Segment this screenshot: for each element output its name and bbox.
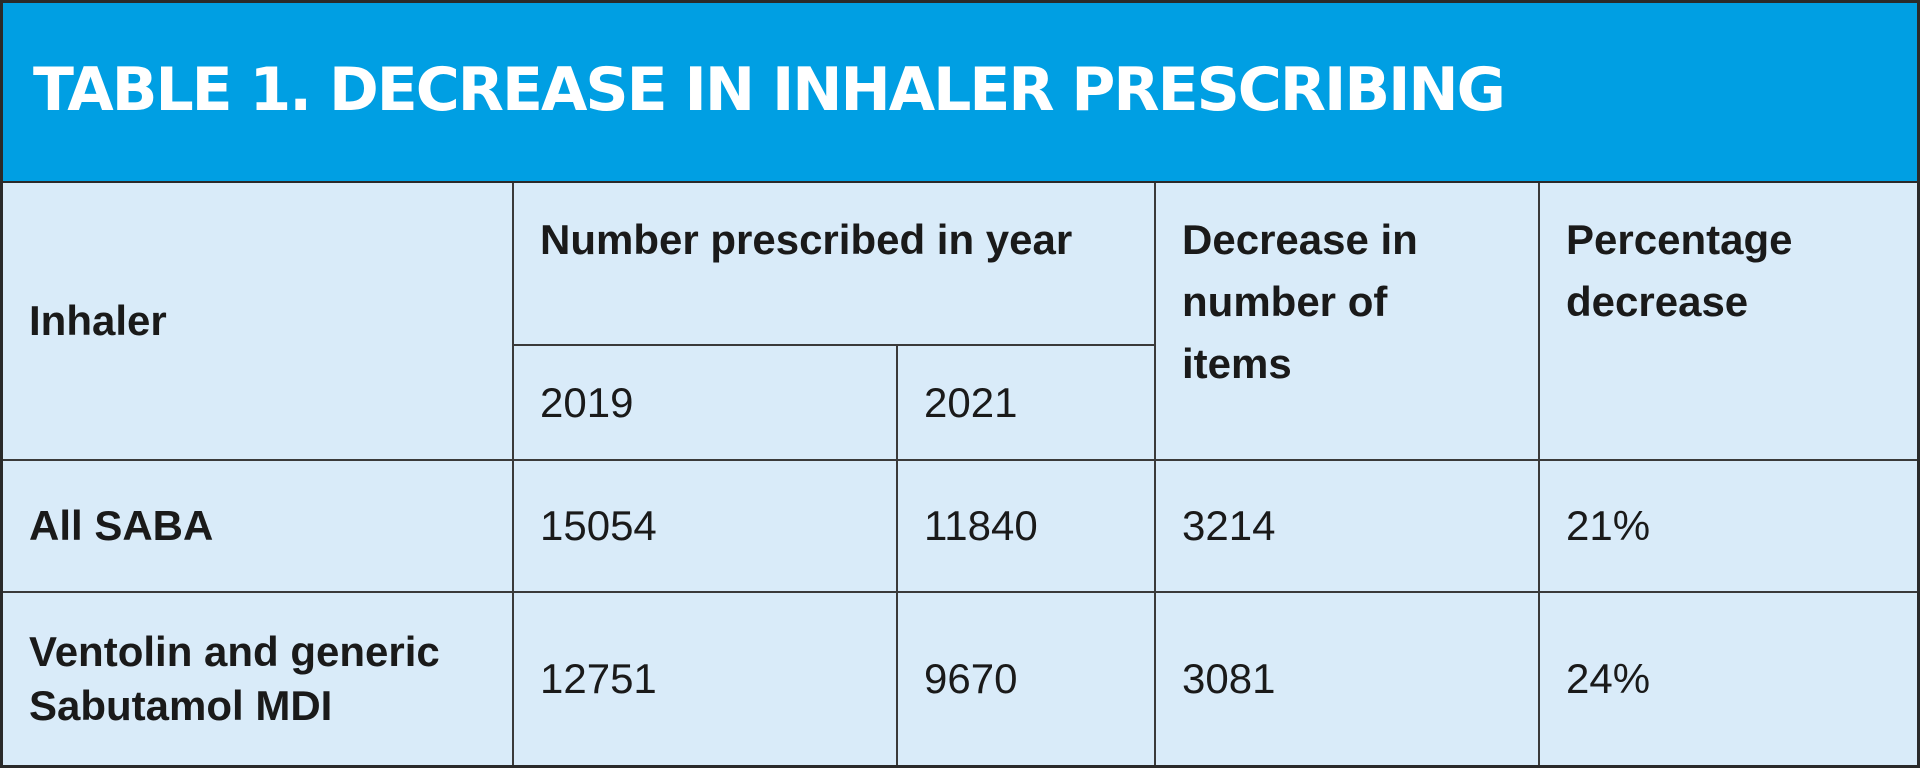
table-row: Ventolin and generic Sabutamol MDI 12751… [3,591,1917,765]
row-value-2019: 15054 [512,459,898,593]
header-decrease-line1: Decrease in [1182,216,1418,263]
row-value-2021: 9670 [895,591,1157,765]
header-row: Inhaler Number prescribed in year Decrea… [3,183,1917,461]
header-percentage-line1: Percentage [1566,216,1793,263]
header-years-row: 2019 2021 [3,344,1917,461]
table-row: All SABA 15054 11840 3214 21% [3,459,1917,593]
row-inhaler-line2: Sabutamol MDI [29,682,333,729]
header-decrease-line3: items [1182,340,1292,387]
row-inhaler: All SABA [3,459,514,593]
header-number-prescribed: Number prescribed in year [511,183,1157,346]
row-decrease: 3081 [1154,591,1541,765]
header-decrease-line2: number of [1182,278,1388,325]
header-percentage-line2: decrease [1566,278,1749,325]
header-year-2019: 2019 [513,344,898,461]
inhaler-table: Inhaler Number prescribed in year Decrea… [3,183,1917,765]
title-bar: TABLE 1. DECREASE IN INHALER PRESCRIBING [3,3,1917,183]
row-decrease: 3214 [1154,459,1541,593]
row-inhaler-line1: Ventolin and generic [29,628,440,675]
row-percentage: 24% [1538,591,1917,765]
header-year-2021: 2021 [895,344,1156,461]
row-value-2021: 11840 [895,459,1157,593]
header-percentage: Percentage decrease [1538,183,1917,461]
row-percentage: 21% [1538,459,1917,593]
row-inhaler: Ventolin and generic Sabutamol MDI [3,591,514,765]
header-inhaler: Inhaler [3,183,514,461]
row-value-2019: 12751 [512,591,898,765]
header-decrease: Decrease in number of items [1154,183,1541,461]
table-title: TABLE 1. DECREASE IN INHALER PRESCRIBING [33,55,1506,125]
